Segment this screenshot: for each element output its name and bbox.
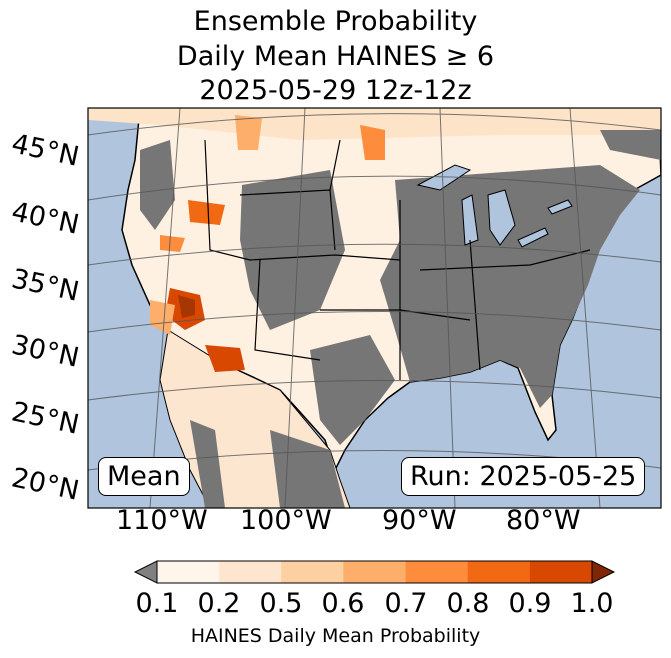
probability-hotspots (150, 115, 385, 372)
colorbar-tick-1: 0.2 (197, 588, 241, 619)
masked-regions (140, 130, 661, 508)
colorbar-over-arrow (591, 560, 616, 584)
colorbar-tick-3: 0.6 (321, 588, 365, 619)
lon-label-90w: 90°W (382, 505, 457, 536)
colorbar-tick-7: 1.0 (570, 588, 614, 619)
great-lakes (416, 164, 573, 248)
run-date-box: Run: 2025-05-25 (401, 457, 646, 496)
colorbar-swatch (529, 561, 593, 583)
state-borders (204, 139, 591, 380)
map-frame (88, 108, 661, 508)
colorbar-tick-5: 0.8 (446, 588, 490, 619)
colorbar-swatch (467, 561, 531, 583)
colorbar-frame (156, 560, 593, 584)
title-line-1: Ensemble Probability (193, 6, 478, 37)
colorbar-tick-6: 0.9 (508, 588, 552, 619)
lon-label-80w: 80°W (506, 505, 581, 536)
colorbar (133, 560, 616, 584)
colorbar-swatch (157, 561, 220, 583)
lon-label-110w: 110°W (116, 505, 208, 536)
colorbar-swatch (281, 561, 344, 583)
colorbar-swatches (157, 561, 593, 583)
mean-box: Mean (98, 457, 190, 496)
colorbar-tick-4: 0.7 (384, 588, 428, 619)
colorbar-tick-2: 0.5 (259, 588, 303, 619)
colorbar-label: HAINES Daily Mean Probability (190, 625, 481, 647)
colorbar-swatch (405, 561, 469, 583)
colorbar-swatch (343, 561, 407, 583)
colorbar-swatch (219, 561, 282, 583)
title-line-3: 2025-05-29 12z-12z (199, 75, 472, 106)
graticule (88, 108, 661, 508)
colorbar-tick-0: 0.1 (135, 588, 179, 619)
colorbar-under-arrow (133, 560, 158, 584)
lon-label-100w: 100°W (240, 505, 332, 536)
map-border (87, 107, 662, 509)
title-line-2: Daily Mean HAINES ≥ 6 (176, 41, 495, 72)
